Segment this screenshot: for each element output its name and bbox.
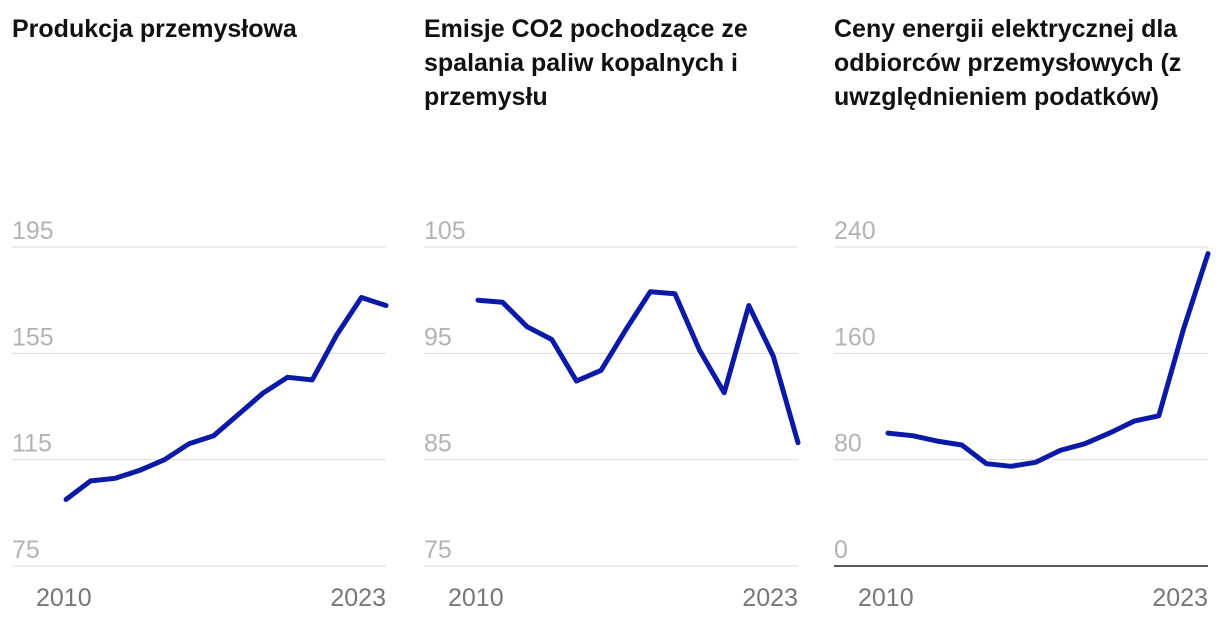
x-tick-label: 2010 xyxy=(448,584,504,612)
chart-title: Emisje CO2 pochodzące ze spalania paliw … xyxy=(424,15,748,111)
x-tick-label: 2010 xyxy=(36,584,92,612)
y-tick-label: 95 xyxy=(424,323,452,351)
y-tick-label: 80 xyxy=(834,430,862,458)
y-tick-label: 0 xyxy=(834,536,848,564)
chart-panel-electricity-prices: Ceny energii elektrycznej dla odbiorców … xyxy=(834,0,1220,624)
chart-title: Ceny energii elektrycznej dla odbiorców … xyxy=(834,15,1182,111)
y-tick-label: 240 xyxy=(834,217,876,245)
chart-panel-industrial-production: Produkcja przemysłowa 75 115 155 195 2010 202… xyxy=(12,0,402,624)
x-tick-label: 2023 xyxy=(742,584,798,612)
x-tick-label: 2023 xyxy=(330,584,386,612)
chart-plot: 75 85 95 105 2010 2023 xyxy=(424,217,801,612)
y-tick-label: 85 xyxy=(424,430,452,458)
y-tick-label: 105 xyxy=(424,217,466,245)
y-tick-label: 160 xyxy=(834,323,876,351)
y-tick-label: 155 xyxy=(12,323,54,351)
x-tick-label: 2023 xyxy=(1152,584,1208,612)
series-line xyxy=(63,295,389,502)
series-line xyxy=(475,289,801,446)
chart-plot: 75 115 155 195 2010 2023 xyxy=(12,217,389,612)
chart-title: Produkcja przemysłowa xyxy=(12,15,297,43)
y-tick-label: 195 xyxy=(12,217,54,245)
x-tick-label: 2010 xyxy=(858,584,914,612)
series-line xyxy=(885,251,1211,469)
y-tick-label: 115 xyxy=(12,430,52,458)
chart-plot: 0 80 160 240 2010 2023 xyxy=(834,217,1211,612)
y-tick-label: 75 xyxy=(12,536,40,564)
chart-panel-co2-emissions: Emisje CO2 pochodzące ze spalania paliw … xyxy=(424,0,814,624)
y-tick-label: 75 xyxy=(424,536,452,564)
